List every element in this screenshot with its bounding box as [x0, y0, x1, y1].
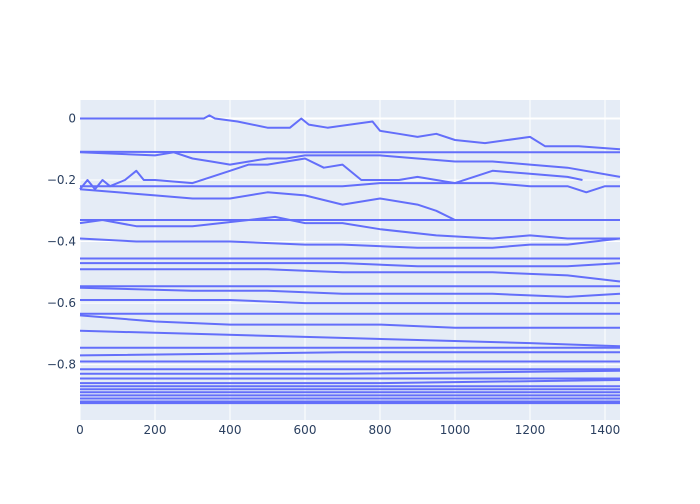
x-axis-ticks: 0 200 400 600 800 1000 1200 1400 — [76, 423, 620, 437]
series-line-22 — [80, 369, 621, 375]
series-line-24 — [80, 379, 621, 385]
series-line-10 — [80, 262, 621, 268]
series-line-4 — [80, 182, 620, 194]
series-line-17 — [79, 329, 621, 348]
y-tick-label: −0.2 — [47, 173, 76, 187]
series-line-13 — [79, 286, 621, 298]
y-tick-label: −0.8 — [47, 358, 76, 372]
series-line-2 — [79, 151, 621, 178]
y-axis-ticks: 0 −0.2 −0.4 −0.6 −0.8 — [47, 111, 76, 371]
y-tick-label: 0 — [68, 111, 76, 125]
x-tick-label: 0 — [76, 423, 84, 437]
series-line-16 — [79, 314, 620, 329]
series-line-14 — [80, 299, 620, 305]
y-tick-label: −0.4 — [47, 235, 76, 249]
series-line-11 — [80, 268, 621, 283]
series-lines — [79, 114, 621, 405]
x-tick-label: 200 — [144, 423, 167, 437]
series-line-0 — [80, 114, 621, 151]
x-tick-label: 400 — [219, 423, 242, 437]
x-tick-label: 1400 — [590, 423, 621, 437]
x-tick-label: 1200 — [515, 423, 546, 437]
series-line-19 — [79, 351, 620, 357]
x-tick-label: 800 — [369, 423, 392, 437]
x-tick-label: 1000 — [440, 423, 471, 437]
series-line-8 — [79, 237, 621, 249]
series-line-1 — [79, 150, 620, 154]
series-line-7 — [79, 215, 620, 240]
x-tick-label: 600 — [294, 423, 317, 437]
y-tick-label: −0.6 — [47, 296, 76, 310]
